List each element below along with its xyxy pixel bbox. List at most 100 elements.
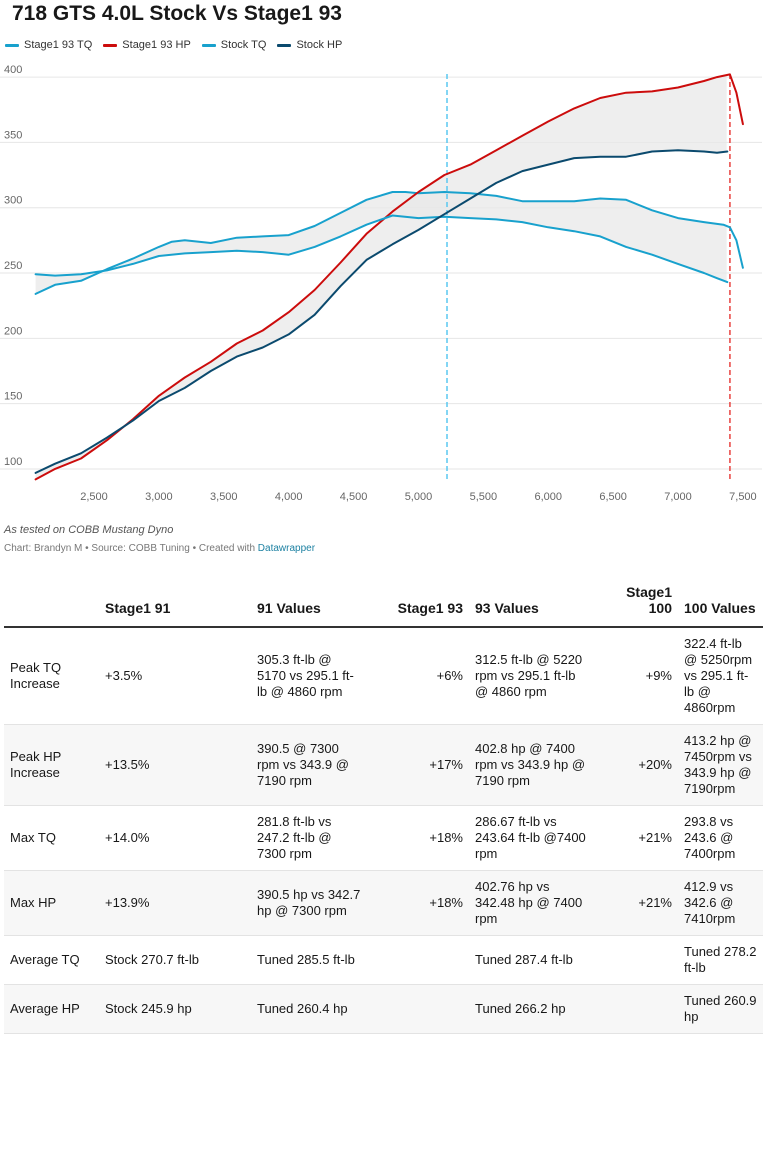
x-tick-label: 3,500 <box>210 491 238 503</box>
x-tick-label: 2,500 <box>80 491 108 503</box>
table-cell: +3.5% <box>99 627 251 725</box>
chart-footer: Chart: Brandyn M • Source: COBB Tuning •… <box>4 543 315 554</box>
table-row: Peak TQ Increase +3.5% 305.3 ft-lb @ 5170 … <box>4 627 763 725</box>
table-cell: 402.8 hp @ 7400 rpm vs 343.9 hp @ 7190 r… <box>469 724 598 806</box>
y-tick-label: 300 <box>4 195 22 207</box>
table-row: Average TQ Stock 270.7 ft-lb Tuned 285.5 f… <box>4 935 763 985</box>
stats-table: Stage1 91 91 Values Stage1 93 93 Values Stag… <box>4 584 763 1034</box>
table-cell: Tuned 285.5 ft-lb <box>251 935 368 985</box>
table-cell: +14.0% <box>99 805 251 871</box>
table-body: Peak TQ Increase +3.5% 305.3 ft-lb @ 5170 … <box>4 627 763 1034</box>
y-tick-label: 400 <box>4 64 22 76</box>
y-tick-label: 100 <box>4 456 22 468</box>
table-cell <box>368 984 469 1034</box>
table-cell: +18% <box>368 805 469 871</box>
table-cell: Tuned 260.9 hp <box>678 984 763 1034</box>
table-row: Peak HP Increase +13.5% 390.5 @ 7300 rpm v… <box>4 724 763 806</box>
table-cell: Tuned 287.4 ft-lb <box>469 935 598 985</box>
x-tick-label: 6,500 <box>599 491 627 503</box>
table-cell: Peak TQ Increase <box>4 627 99 725</box>
table-cell <box>598 984 678 1034</box>
table-cell: Average TQ <box>4 935 99 985</box>
column-header <box>4 584 99 628</box>
chart-notes: As tested on COBB Mustang Dyno <box>4 524 174 536</box>
table-cell: +20% <box>598 724 678 806</box>
table-cell: 305.3 ft-lb @ 5170 vs 295.1 ft-lb @ 4860… <box>251 627 368 725</box>
line-chart: 100 150 200 250 300 350 400 2,500 3,000 3,500 4,00… <box>0 64 762 503</box>
shaded-range <box>35 75 727 480</box>
legend-label: Stock TQ <box>220 39 267 51</box>
y-tick-label: 150 <box>4 391 22 403</box>
datawrapper-link[interactable]: Datawrapper <box>257 543 316 554</box>
table-cell: 390.5 hp vs 342.7 hp @ 7300 rpm <box>251 870 368 936</box>
column-header: 100 Values <box>678 584 763 628</box>
y-tick-label: 250 <box>4 260 22 272</box>
table-cell: +6% <box>368 627 469 725</box>
table-cell: +13.9% <box>99 870 251 936</box>
table-cell: Tuned 278.2 ft-lb <box>678 935 763 985</box>
x-tick-label: 5,500 <box>470 491 498 503</box>
x-tick-label: 3,000 <box>145 491 173 503</box>
table-cell: 322.4 ft-lb @ 5250rpm vs 295.1 ft-lb @ 4… <box>678 627 763 725</box>
table-cell: 293.8 vs 243.6 @ 7400rpm <box>678 805 763 871</box>
shaded-range <box>35 192 727 294</box>
column-header: Stage1 100 <box>598 584 678 628</box>
column-header: 93 Values <box>469 584 598 628</box>
x-tick-label: 5,000 <box>405 491 433 503</box>
table-cell: Max HP <box>4 870 99 936</box>
footer-credits: Chart: Brandyn M • Source: COBB Tuning •… <box>4 543 258 554</box>
table-cell: 402.76 hp vs 342.48 hp @ 7400 rpm <box>469 870 598 936</box>
legend-label: Stage1 93 HP <box>122 39 191 51</box>
x-tick-label: 7,500 <box>729 491 757 503</box>
series-line <box>34 214 729 284</box>
legend-label: Stock HP <box>296 39 343 51</box>
table-cell <box>598 935 678 985</box>
table-cell: 412.9 vs 342.6 @ 7410rpm <box>678 870 763 936</box>
table-cell: Stock 245.9 hp <box>99 984 251 1034</box>
table-cell: +17% <box>368 724 469 806</box>
column-header: 91 Values <box>251 584 368 628</box>
table-cell: 413.2 hp @ 7450rpm vs 343.9 hp @ 7190rpm <box>678 724 763 806</box>
table-cell: Average HP <box>4 984 99 1034</box>
y-tick-label: 350 <box>4 129 22 141</box>
table-cell: Peak HP Increase <box>4 724 99 806</box>
table-cell: 281.8 ft-lb vs 247.2 ft-lb @ 7300 rpm <box>251 805 368 871</box>
legend-label: Stage1 93 TQ <box>24 39 93 51</box>
legend: Stage1 93 TQ Stage1 93 HP Stock TQ Stock HP <box>5 39 353 51</box>
table-cell: 390.5 @ 7300 rpm vs 343.9 @ 7190 rpm <box>251 724 368 806</box>
series-line <box>34 191 744 295</box>
table-row: Average HP Stock 245.9 hp Tuned 260.4 hp Tu… <box>4 984 763 1034</box>
table-row: Max TQ +14.0% 281.8 ft-lb vs 247.2 ft-lb @… <box>4 805 763 871</box>
table-row: Max HP +13.9% 390.5 hp vs 342.7 hp @ 7300 … <box>4 870 763 936</box>
legend-item: Stage1 93 HP <box>103 39 191 51</box>
table-cell: Tuned 260.4 hp <box>251 984 368 1034</box>
legend-swatch <box>103 43 118 47</box>
table-cell: 286.67 ft-lb vs 243.64 ft-lb @7400 rpm <box>469 805 598 871</box>
x-tick-label: 7,000 <box>664 491 692 503</box>
table-cell: +18% <box>368 870 469 936</box>
y-tick-label: 200 <box>4 325 22 337</box>
legend-swatch <box>5 43 19 47</box>
legend-swatch <box>201 43 216 47</box>
series-line <box>34 73 744 481</box>
x-tick-label: 4,500 <box>340 491 368 503</box>
x-tick-label: 4,000 <box>275 491 303 503</box>
table-cell: Max TQ <box>4 805 99 871</box>
table-header-row: Stage1 91 91 Values Stage1 93 93 Values Stag… <box>4 584 763 628</box>
table-cell: +21% <box>598 805 678 871</box>
legend-item: Stock HP <box>277 39 342 51</box>
table-cell: 312.5 ft-lb @ 5220 rpm vs 295.1 ft-lb @ … <box>469 627 598 725</box>
table-cell: Stock 270.7 ft-lb <box>99 935 251 985</box>
column-header: Stage1 93 <box>368 584 469 628</box>
table-cell: +9% <box>598 627 678 725</box>
legend-item: Stock TQ <box>201 39 267 51</box>
chart-title: 718 GTS 4.0L Stock Vs Stage1 93 <box>12 2 342 25</box>
table-cell: +21% <box>598 870 678 936</box>
series-line <box>34 149 729 474</box>
table-cell: +13.5% <box>99 724 251 806</box>
table-cell <box>368 935 469 985</box>
column-header: Stage1 91 <box>99 584 251 628</box>
legend-swatch <box>277 43 292 47</box>
table-cell: Tuned 266.2 hp <box>469 984 598 1034</box>
x-tick-label: 6,000 <box>534 491 562 503</box>
